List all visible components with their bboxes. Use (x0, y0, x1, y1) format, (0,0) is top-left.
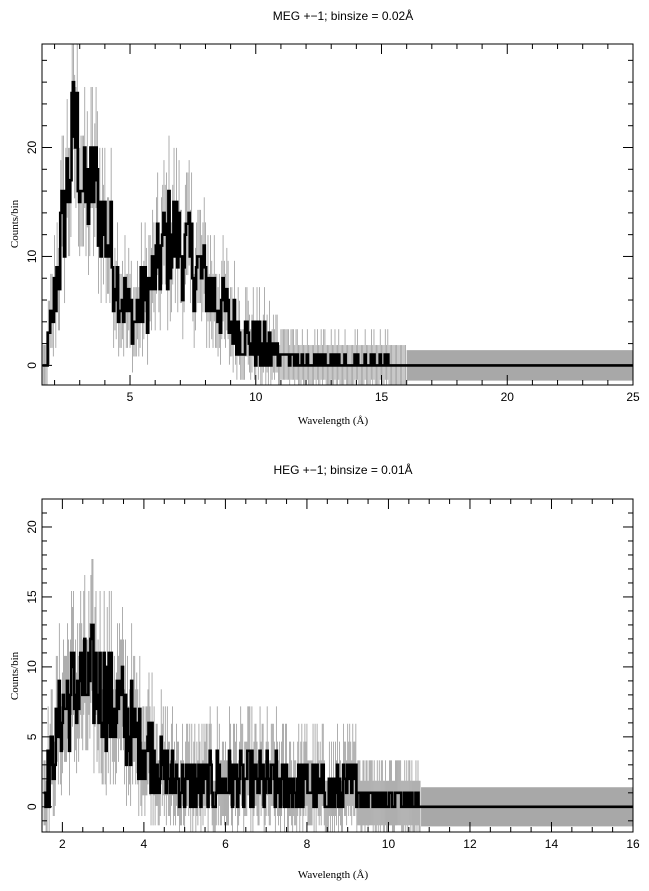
heg-x-tick-label: 12 (463, 837, 477, 851)
meg-data-layer (42, 80, 633, 367)
meg-x-tick-label: 20 (501, 390, 515, 404)
heg-y-tick-label: 10 (25, 660, 39, 674)
meg-frame (41, 43, 634, 386)
heg-y-tick-label: 5 (25, 733, 39, 740)
meg-data-line (42, 80, 633, 367)
heg-panel: HEG +−1; binsize = 0.01Å 2 4 6 8 10 12 14 16 0 5 1… (9, 462, 640, 881)
meg-panel: MEG +−1; binsize = 0.02Å 5 10 15 20 2501020 … (9, 8, 640, 427)
heg-ticks: 2 4 6 8 10 12 14 16 0 5 10 15 20 (25, 498, 640, 851)
heg-y-axis-label: Counts/bin (9, 651, 21, 700)
heg-title: HEG +−1; binsize = 0.01Å (273, 462, 412, 477)
heg-x-tick-label: 16 (626, 837, 640, 851)
heg-y-tick-label: 20 (25, 520, 39, 534)
meg-title: MEG +−1; binsize = 0.02Å (273, 8, 413, 23)
heg-x-tick-label: 10 (382, 837, 396, 851)
meg-y-tick-label: 20 (25, 141, 39, 155)
meg-axes-frame (41, 43, 634, 386)
heg-x-tick-label: 14 (545, 837, 559, 851)
heg-frame (41, 498, 634, 833)
meg-y-axis-label: Counts/bin (9, 199, 21, 248)
heg-y-tick-label: 0 (25, 803, 39, 810)
heg-x-tick-label: 2 (59, 837, 66, 851)
heg-x-tick-label: 8 (304, 837, 311, 851)
heg-data-line (43, 623, 634, 809)
heg-x-tick-label: 6 (222, 837, 229, 851)
heg-data-layer (43, 623, 634, 809)
meg-x-tick-label: 10 (249, 390, 263, 404)
heg-x-tick-label: 4 (141, 837, 148, 851)
meg-x-tick-label: 5 (127, 390, 134, 404)
meg-y-tick-label: 10 (25, 249, 39, 263)
heg-y-tick-label: 15 (25, 590, 39, 604)
meg-x-axis-label: Wavelength (Å) (298, 415, 369, 427)
heg-axes-frame (41, 498, 634, 833)
meg-ticks: 5 10 15 20 25 0 10 20 (25, 44, 640, 404)
meg-x-tick-label: 25 (626, 390, 640, 404)
heg-x-axis-label: Wavelength (Å) (298, 869, 369, 881)
meg-y-tick-label: 0 (25, 362, 39, 369)
meg-x-tick-label: 15 (375, 390, 389, 404)
